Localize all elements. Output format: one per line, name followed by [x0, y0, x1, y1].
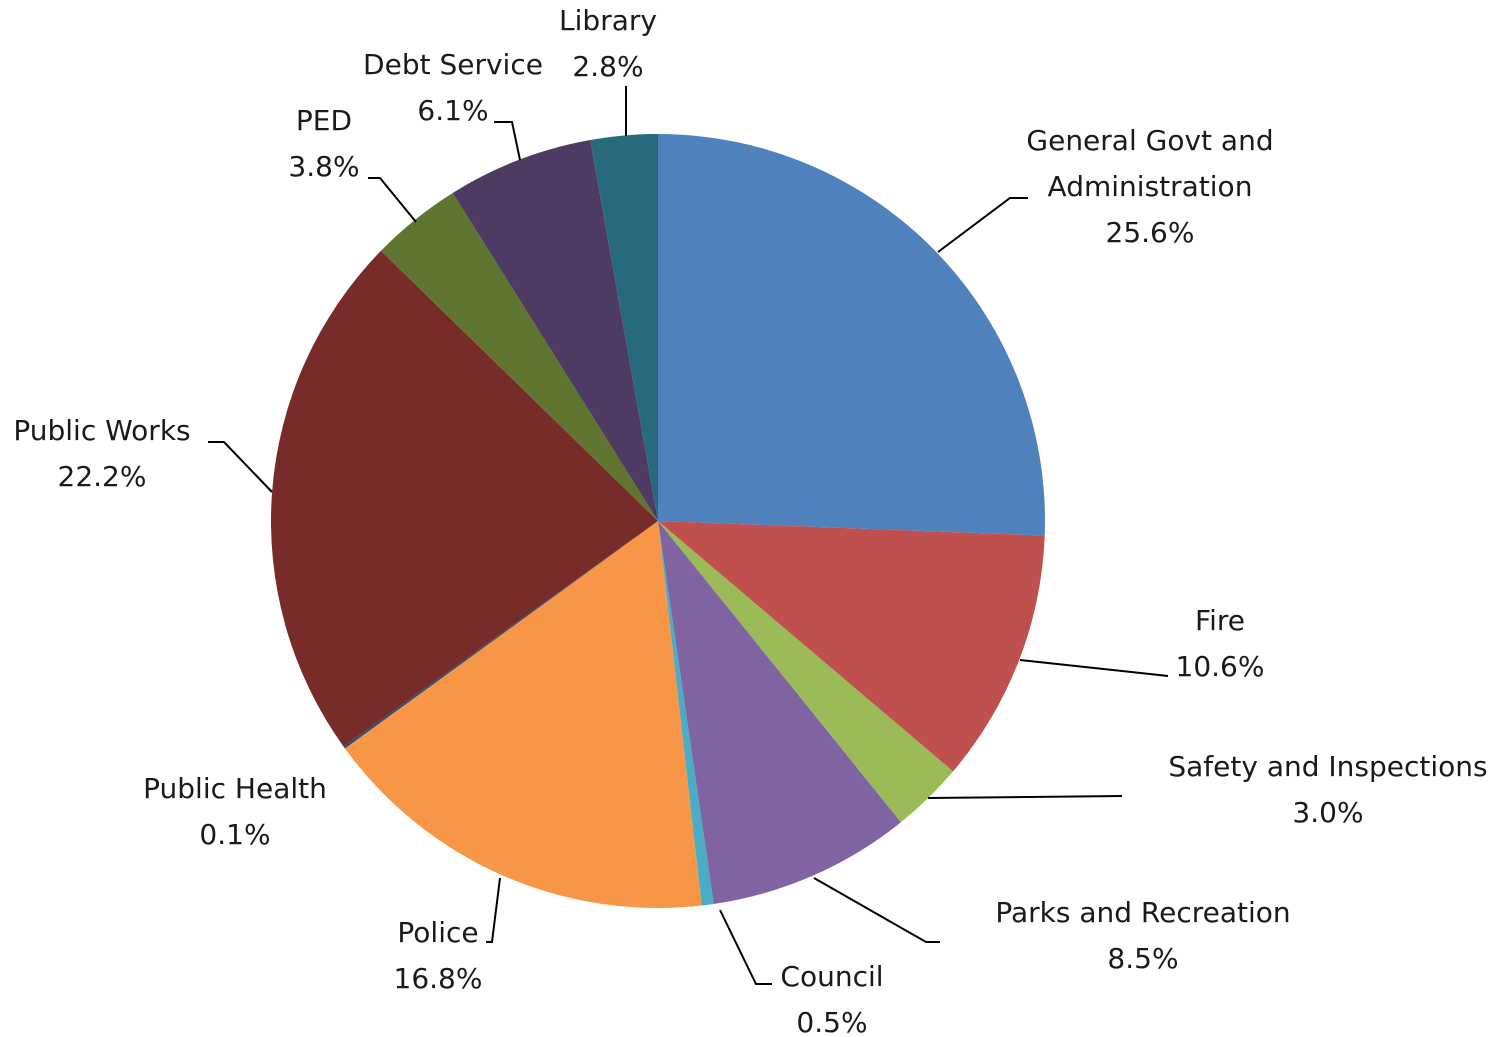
value-label: 3.0%: [1292, 796, 1363, 829]
value-label: 16.8%: [394, 962, 483, 995]
data-labels: General Govt and Administration 25.6% Fire 1…: [13, 4, 1487, 1037]
slice-safety-and-inspections: [658, 521, 954, 823]
value-label: 6.1%: [417, 94, 488, 127]
category-label: Debt Service: [363, 48, 543, 81]
data-label-public-works: Public Works 22.2%: [13, 414, 190, 493]
data-label-safety-and-inspections: Safety and Inspections 3.0%: [1168, 750, 1487, 829]
slice-fire: [658, 521, 1045, 772]
data-label-council: Council 0.5%: [780, 960, 883, 1037]
leader-line-ped: [368, 177, 417, 223]
category-label: Public Health: [143, 772, 327, 805]
category-label: Public Works: [13, 414, 190, 447]
data-label-police: Police 16.8%: [394, 916, 483, 995]
slice-police: [344, 521, 702, 909]
data-label-ped: PED 3.8%: [288, 104, 359, 183]
data-label-public-health: Public Health 0.1%: [143, 772, 327, 851]
data-label-fire: Fire 10.6%: [1176, 604, 1265, 683]
slice-library: [590, 134, 658, 521]
value-label: 2.8%: [572, 50, 643, 83]
slice-general-govt-and-administration: [658, 134, 1046, 536]
category-label: Administration: [1048, 170, 1253, 203]
leader-line-safety-and-inspections: [927, 795, 1123, 799]
category-label: PED: [296, 104, 352, 137]
slice-council: [658, 521, 714, 906]
value-label: 0.5%: [796, 1006, 867, 1037]
slice-parks-and-recreation: [658, 521, 901, 904]
value-label: 0.1%: [199, 818, 270, 851]
leader-line-council: [719, 909, 772, 985]
category-label: Fire: [1195, 604, 1245, 637]
slice-debt-service: [452, 139, 658, 521]
leader-line-parks-and-recreation: [813, 877, 940, 943]
category-label: General Govt and: [1026, 124, 1273, 157]
leader-line-debt-service: [494, 121, 521, 161]
slice-public-works: [271, 250, 658, 747]
value-label: 25.6%: [1106, 216, 1195, 249]
leader-line-public-works: [208, 441, 273, 493]
category-label: Police: [397, 916, 478, 949]
slice-public-health: [343, 521, 658, 749]
leader-line-general-govt-and-administration: [937, 197, 1028, 253]
leader-line-police: [486, 877, 501, 943]
value-label: 10.6%: [1176, 650, 1265, 683]
leader-lines: [208, 86, 1169, 985]
category-label: Library: [559, 4, 657, 37]
data-label-general-govt-and-administration: General Govt and Administration 25.6%: [1026, 124, 1273, 249]
category-label: Council: [780, 960, 883, 993]
pie-slices: [271, 134, 1046, 909]
category-label: Safety and Inspections: [1168, 750, 1487, 783]
slice-ped: [380, 192, 658, 521]
data-label-parks-and-recreation: Parks and Recreation 8.5%: [995, 896, 1290, 975]
category-label: Parks and Recreation: [995, 896, 1290, 929]
value-label: 22.2%: [58, 460, 147, 493]
data-label-library: Library 2.8%: [559, 4, 657, 83]
value-label: 3.8%: [288, 150, 359, 183]
leader-line-fire: [1019, 659, 1169, 677]
value-label: 8.5%: [1107, 942, 1178, 975]
data-label-debt-service: Debt Service 6.1%: [363, 48, 543, 127]
